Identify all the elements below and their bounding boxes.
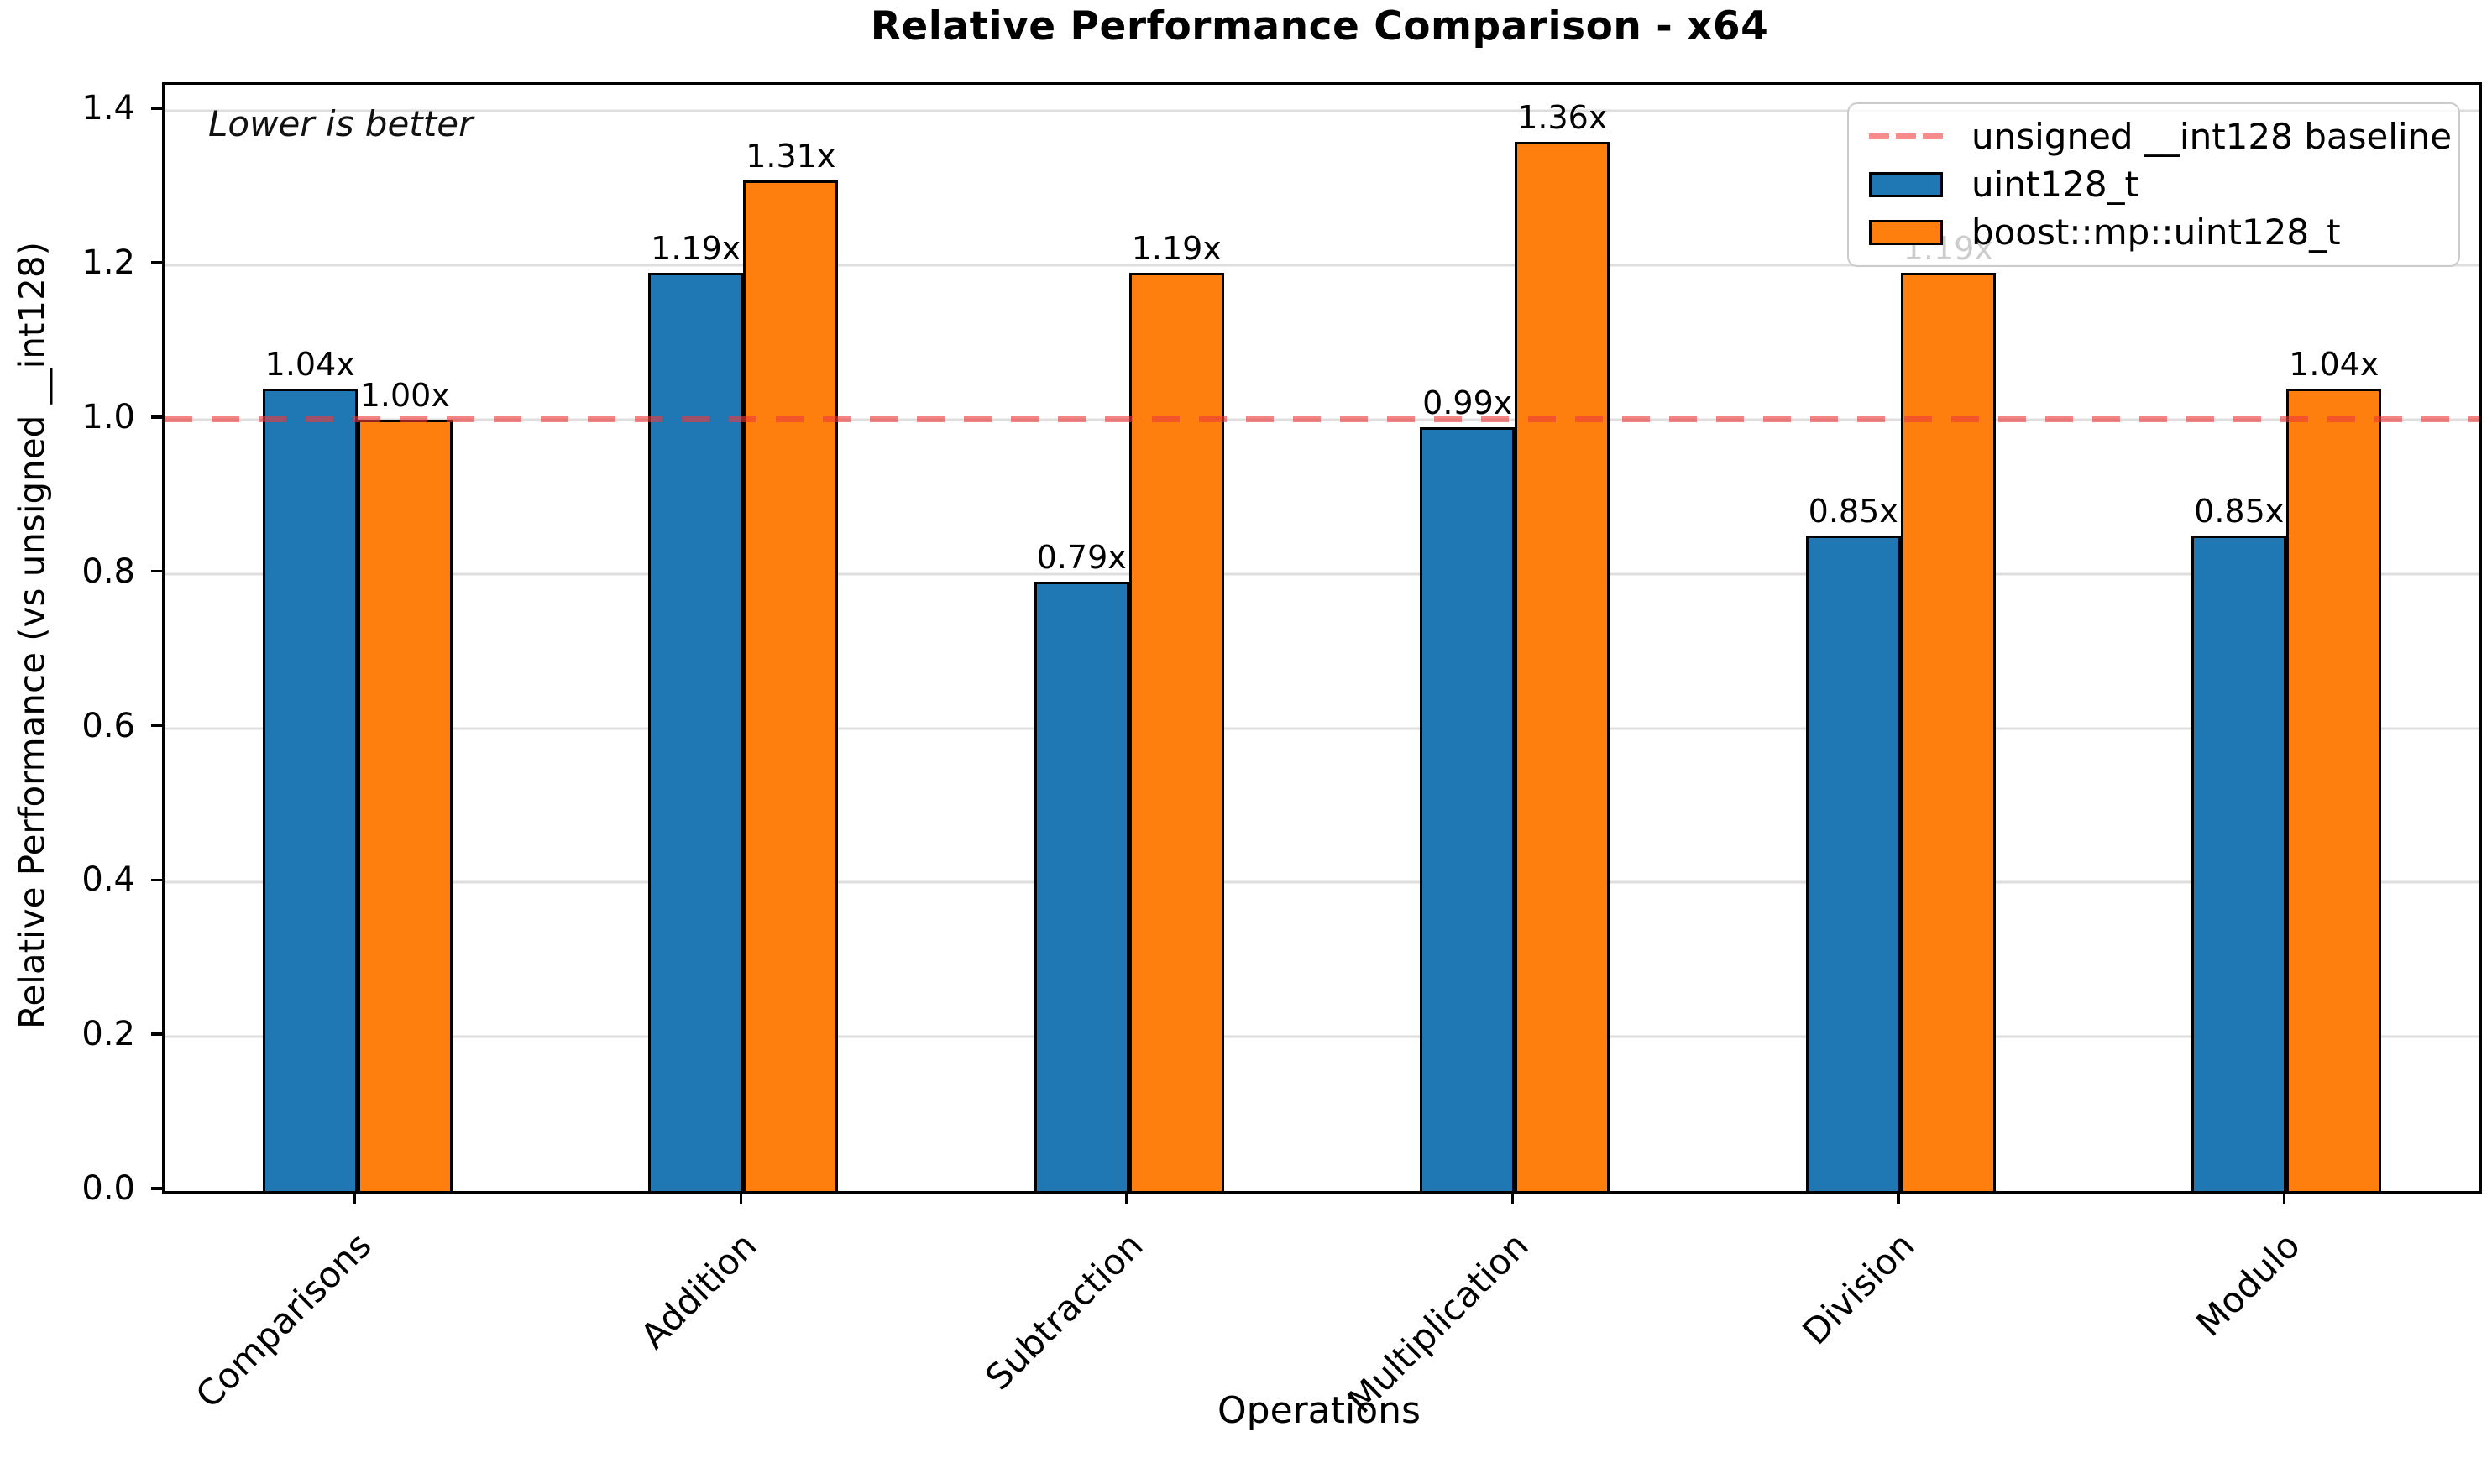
- bar-uint128_t-comparisons: [262, 389, 358, 1191]
- x-tick-label-division: Division: [1794, 1225, 1923, 1353]
- gridline-y-0.8: [165, 572, 2479, 576]
- legend-row-uint128: uint128_t: [1869, 165, 2438, 204]
- y-tick-label: 1.0: [81, 397, 135, 436]
- baseline-dash-swatch: [1869, 133, 1943, 140]
- y-axis: 0.0 0.2 0.4 0.6 0.8 1.0 1.2 1.4: [0, 82, 164, 1205]
- x-tick-mark: [1125, 1191, 1128, 1204]
- bar-uint128_t-division: [1805, 535, 1901, 1191]
- gridline-y-0.6: [165, 727, 2479, 730]
- legend-label-uint128: uint128_t: [1971, 163, 2139, 205]
- y-tick-mark: [151, 1032, 164, 1036]
- x-tick-label-modulo: Modulo: [2188, 1225, 2308, 1345]
- y-tick-mark: [151, 1187, 164, 1190]
- x-tick-mark: [739, 1191, 742, 1204]
- bar-uint128_t-multiplication: [1420, 427, 1516, 1191]
- bar-value-label: 1.19x: [651, 230, 741, 268]
- uint128-swatch: [1869, 171, 1943, 197]
- y-tick-label: 0.4: [81, 860, 135, 900]
- x-tick-mark: [1897, 1191, 1900, 1204]
- bar-value-label: 1.04x: [2289, 346, 2379, 384]
- y-tick-mark: [151, 724, 164, 728]
- y-tick-label: 0.0: [81, 1169, 135, 1208]
- gridline-y-1.2: [165, 264, 2479, 267]
- x-tick-mark: [1510, 1191, 1514, 1204]
- bar-value-label: 1.36x: [1517, 99, 1608, 137]
- y-tick-label: 0.6: [81, 706, 135, 745]
- bar-value-label: 1.04x: [264, 346, 355, 384]
- bar-uint128_t-subtraction: [1034, 581, 1129, 1191]
- legend-label-boost: boost::mp::uint128_t: [1971, 212, 2341, 253]
- legend-label-baseline: unsigned __int128 baseline: [1971, 115, 2453, 157]
- bar-value-label: 1.19x: [1131, 230, 1222, 268]
- x-tick-label-addition: Addition: [632, 1225, 765, 1357]
- bar-group-addition: 1.19x 1.31x: [551, 85, 937, 1191]
- bar-uint128_t-addition: [648, 273, 744, 1191]
- gridline-y-1.4: [165, 109, 2479, 112]
- x-tick-label-comparisons: Comparisons: [187, 1225, 380, 1416]
- bar-boost::mp::uint128_t-addition: [743, 180, 839, 1191]
- bar-boost::mp::uint128_t-multiplication: [1515, 142, 1610, 1191]
- gridline-y-0.4: [165, 880, 2479, 884]
- legend-row-boost: boost::mp::uint128_t: [1869, 213, 2438, 252]
- bar-value-label: 1.31x: [746, 137, 836, 175]
- gridline-y-0.2: [165, 1035, 2479, 1038]
- y-tick-label: 1.4: [81, 89, 135, 128]
- legend-row-baseline: unsigned __int128 baseline: [1869, 117, 2452, 156]
- bar-boost::mp::uint128_t-subtraction: [1128, 273, 1224, 1191]
- y-tick-mark: [151, 107, 164, 110]
- x-axis: Comparisons Addition Subtraction Multiplica…: [162, 1191, 2477, 1484]
- y-tick-mark: [151, 878, 164, 882]
- bar-value-label: 0.85x: [2194, 492, 2285, 530]
- bar-boost::mp::uint128_t-comparisons: [357, 419, 453, 1191]
- x-tick-label-subtraction: Subtraction: [976, 1225, 1151, 1398]
- bar-value-label: 0.85x: [1808, 492, 1898, 530]
- x-axis-title: Operations: [1217, 1389, 1421, 1432]
- boost-uint128-swatch: [1869, 220, 1943, 246]
- y-tick-label: 0.8: [81, 551, 135, 591]
- bar-value-label: 1.00x: [359, 376, 450, 414]
- y-tick-label: 0.2: [81, 1015, 135, 1054]
- baseline-dashed-line: [165, 416, 2479, 423]
- bar-group-multiplication: 0.99x 1.36x: [1322, 85, 1709, 1191]
- x-tick-mark: [2282, 1191, 2285, 1204]
- x-tick-mark: [353, 1191, 357, 1204]
- annotation-lower-is-better: Lower is better: [208, 103, 474, 144]
- bar-uint128_t-modulo: [2191, 535, 2287, 1191]
- bar-group-subtraction: 0.79x 1.19x: [936, 85, 1322, 1191]
- legend: unsigned __int128 baseline uint128_t boo…: [1847, 102, 2460, 267]
- bar-boost::mp::uint128_t-division: [1900, 273, 1996, 1191]
- y-tick-mark: [151, 415, 164, 419]
- bar-group-comparisons: 1.04x 1.00x: [165, 85, 551, 1191]
- y-tick-mark: [151, 569, 164, 573]
- bar-boost::mp::uint128_t-modulo: [2286, 389, 2382, 1191]
- y-tick-label: 1.2: [81, 243, 135, 283]
- bar-value-label: 0.79x: [1036, 538, 1127, 576]
- plot-area: Lower is better 1.04x 1.00x 1.19x 1.31x 0.79…: [162, 82, 2482, 1194]
- bar-value-label: 0.99x: [1422, 384, 1513, 422]
- y-tick-mark: [151, 261, 164, 264]
- bar-group-modulo: 0.85x 1.04x: [2094, 85, 2480, 1191]
- chart-title: Relative Performance Comparison - x64: [870, 3, 1769, 50]
